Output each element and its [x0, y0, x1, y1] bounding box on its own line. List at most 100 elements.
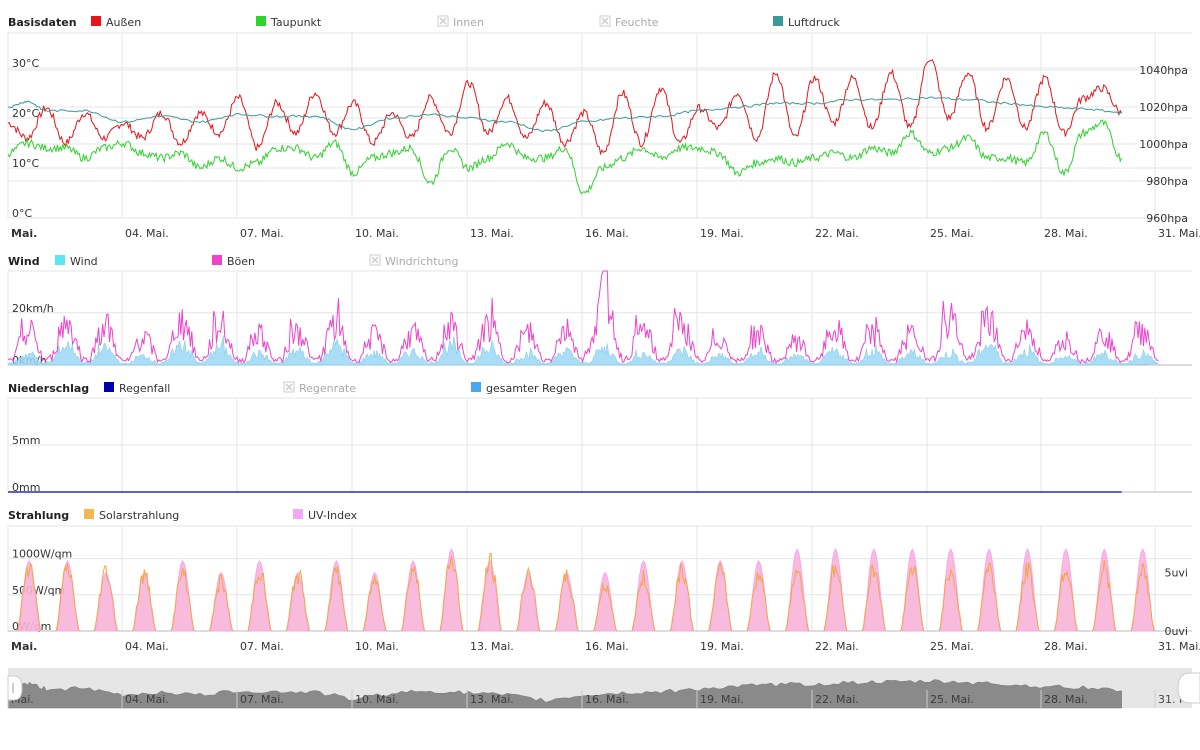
- legend-wind[interactable]: Wind: [55, 255, 98, 268]
- y-tick-label-left: 20km/h: [12, 302, 54, 315]
- navigator-ticks: Mai. 04. Mai. 07. Mai. 10. Mai. 13. Mai. 16. …: [7, 690, 1200, 708]
- navigator-tick-label: 22. Mai.: [815, 693, 859, 706]
- x-tick-label: 07. Mai.: [240, 227, 284, 240]
- navigator-series: [7, 679, 1122, 709]
- x-tick-label: 25. Mai.: [930, 227, 974, 240]
- legend-solarstrahlung[interactable]: Solarstrahlung: [84, 509, 179, 522]
- legend-aussen-label: Außen: [106, 16, 141, 29]
- legend-solarstrahlung-label: Solarstrahlung: [99, 509, 179, 522]
- wind-area: [7, 335, 1160, 366]
- y-tick-label-right: 0uvi: [1164, 625, 1188, 638]
- handle-right-shape: [1177, 672, 1200, 704]
- x-tick-label: 19. Mai.: [700, 640, 744, 653]
- x-tick-label: 04. Mai.: [125, 227, 169, 240]
- navigator-tick-label: 19. Mai.: [700, 693, 744, 706]
- legend-x-icon: [285, 383, 293, 391]
- x-tick-label: 10. Mai.: [355, 640, 399, 653]
- x-tick-label: 16. Mai.: [585, 227, 629, 240]
- basisdaten-title: Basisdaten: [8, 16, 77, 29]
- legend-swatch: [773, 16, 783, 26]
- y-tick-label-right: 1040hpa: [1139, 64, 1188, 77]
- y-tick-label-left: 500W/qm: [12, 584, 65, 597]
- legend-uv-index[interactable]: UV-Index: [293, 509, 358, 522]
- legend-luftdruck-label: Luftdruck: [788, 16, 840, 29]
- legend-uv-index-label: UV-Index: [308, 509, 358, 522]
- legend-swatch: [84, 509, 94, 519]
- niederschlag-plot: 0mm 5mm: [7, 397, 1192, 494]
- legend-taupunkt[interactable]: Taupunkt: [256, 16, 322, 29]
- legend-regenrate-label: Regenrate: [299, 382, 356, 395]
- navigator-tick-label: 10. Mai.: [355, 693, 399, 706]
- handle-left-shape: [7, 675, 23, 701]
- legend-x-icon: [371, 256, 379, 264]
- x-tick-label: 16. Mai.: [585, 640, 629, 653]
- solar-radiation-line: [17, 552, 1155, 632]
- legend-x-icon: [439, 17, 447, 25]
- navigator-area: [7, 679, 1122, 709]
- x-tick-label: 25. Mai.: [930, 640, 974, 653]
- x-tick-label: 13. Mai.: [470, 640, 514, 653]
- y-tick-label-left: 0°C: [12, 207, 32, 220]
- x-axis-ticks-top: Mai. 04. Mai. 07. Mai. 10. Mai. 13. Mai. 16. …: [11, 227, 1200, 240]
- legend-boeen-label: Böen: [227, 255, 255, 268]
- navigator-tick-label: 25. Mai.: [930, 693, 974, 706]
- navigator-tick-label: 28. Mai.: [1044, 693, 1088, 706]
- x-tick-label: 28. Mai.: [1044, 640, 1088, 653]
- navigator-tick-label: 13. Mai.: [470, 693, 514, 706]
- navigator-tick-label: 04. Mai.: [125, 693, 169, 706]
- legend-swatch: [293, 509, 303, 519]
- legend-innen[interactable]: Innen: [437, 15, 484, 29]
- y-tick-label-left: 20°C: [12, 107, 39, 120]
- legend-regenfall-label: Regenfall: [119, 382, 170, 395]
- x-axis-ticks-bottom: Mai. 04. Mai. 07. Mai. 10. Mai. 13. Mai. 16. …: [11, 640, 1200, 653]
- x-tick-label: 10. Mai.: [355, 227, 399, 240]
- legend-boeen[interactable]: Böen: [212, 255, 255, 268]
- x-tick-label: 04. Mai.: [125, 640, 169, 653]
- legend-swatch: [471, 382, 481, 392]
- series-line-taupunkt: [7, 119, 1123, 195]
- legend-swatch: [212, 255, 222, 265]
- gust-line: [7, 270, 1159, 365]
- x-tick-label: 22. Mai.: [815, 227, 859, 240]
- y-tick-label-left: 10°C: [12, 157, 39, 170]
- navigator[interactable]: Mai. 04. Mai. 07. Mai. 10. Mai. 13. Mai. 16. …: [7, 668, 1200, 709]
- navigator-tick-label: 16. Mai.: [585, 693, 629, 706]
- legend-wind-label: Wind: [70, 255, 98, 268]
- legend-windrichtung[interactable]: Windrichtung: [369, 254, 458, 268]
- legend-regenrate[interactable]: Regenrate: [283, 381, 356, 395]
- x-tick-label: 07. Mai.: [240, 640, 284, 653]
- series-line-aussen: [7, 59, 1123, 156]
- x-tick-label: 19. Mai.: [700, 227, 744, 240]
- legend-gesamter-regen[interactable]: gesamter Regen: [471, 382, 577, 395]
- y-tick-label-right: 5uvi: [1164, 567, 1188, 580]
- y-tick-label-right: 980hpa: [1146, 175, 1188, 188]
- legend-x-icon: [601, 17, 609, 25]
- legend-taupunkt-label: Taupunkt: [270, 16, 322, 29]
- niederschlag-title: Niederschlag: [8, 382, 89, 395]
- legend-regenfall[interactable]: Regenfall: [104, 382, 170, 395]
- navigator-handle-left[interactable]: [7, 675, 23, 701]
- y-tick-label-left: 0mm: [12, 481, 40, 494]
- navigator-tick-label: 07. Mai.: [240, 693, 284, 706]
- legend-luftdruck[interactable]: Luftdruck: [773, 16, 840, 29]
- strahlung-title: Strahlung: [8, 509, 69, 522]
- legend-windrichtung-label: Windrichtung: [385, 255, 458, 268]
- legend-feuchte[interactable]: Feuchte: [599, 15, 659, 29]
- x-tick-label: 22. Mai.: [815, 640, 859, 653]
- y-tick-label-left: 5mm: [12, 434, 40, 447]
- legend-gesamter-regen-label: gesamter Regen: [486, 382, 577, 395]
- legend-swatch: [104, 382, 114, 392]
- legend-swatch: [55, 255, 65, 265]
- navigator-handle-right[interactable]: [1177, 672, 1200, 704]
- x-tick-label: 28. Mai.: [1044, 227, 1088, 240]
- legend-aussen[interactable]: Außen: [91, 16, 141, 29]
- basisdaten-plot: 0°C 10°C 20°C 30°C 960hpa 980hpa 1000hpa 1020hp…: [7, 32, 1192, 225]
- x-tick-label: 31. Mai.: [1158, 640, 1200, 653]
- legend-swatch: [256, 16, 266, 26]
- legend-swatch: [91, 16, 101, 26]
- y-tick-label-left: 30°C: [12, 57, 39, 70]
- y-tick-label-right: 1000hpa: [1139, 138, 1188, 151]
- x-tick-label: 13. Mai.: [470, 227, 514, 240]
